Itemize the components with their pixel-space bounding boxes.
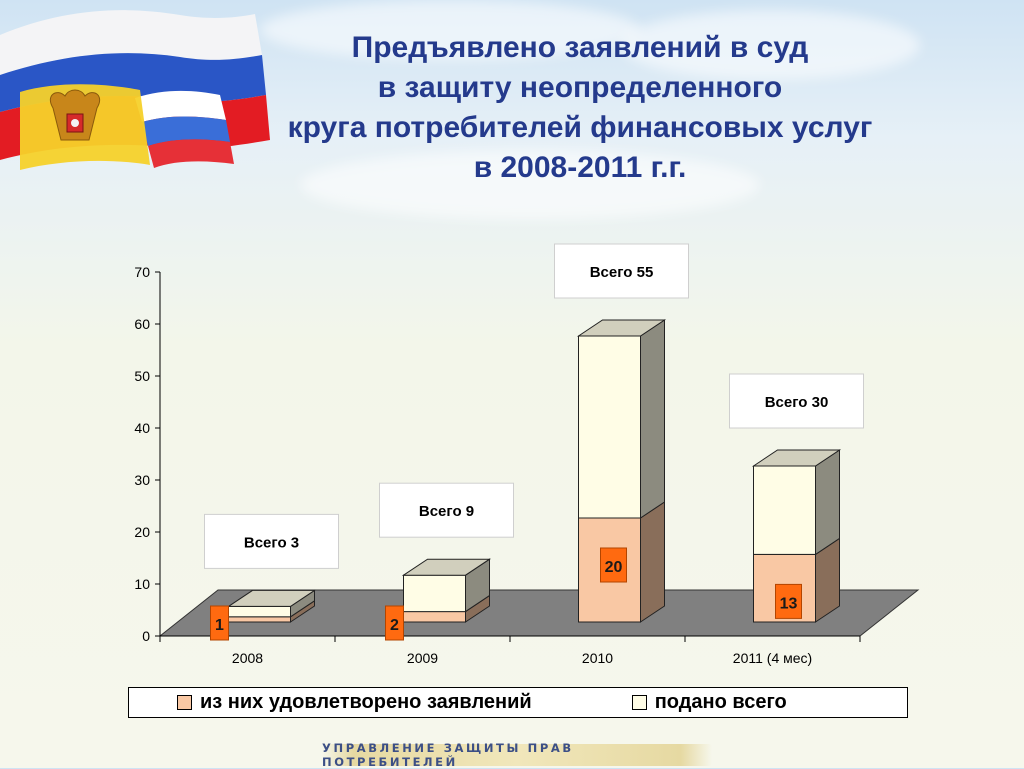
y-tick-label: 0 — [142, 628, 150, 644]
legend-item-satisfied: из них удовлетворено заявлений — [177, 691, 532, 714]
total-label-box — [204, 513, 339, 569]
bar-total — [228, 605, 291, 618]
stacked-3d-bar-chart: 0 10 20 30 40 50 60 70 2008 2009 2010 2011 (4 мес) 1… — [134, 243, 920, 666]
y-tick-label: 20 — [134, 524, 150, 540]
total-label-box — [729, 373, 864, 429]
total-label: Всего 30 — [765, 394, 829, 411]
y-tick-label: 30 — [134, 472, 150, 488]
bar-total — [753, 465, 816, 555]
total-label-box — [379, 482, 514, 538]
data-label: 20 — [605, 559, 623, 576]
bar-total — [578, 335, 641, 519]
bar-top — [226, 589, 317, 607]
bar-satisfied — [403, 611, 466, 623]
data-label: 2 — [390, 617, 399, 634]
x-tick-label: 2010 — [582, 650, 613, 666]
y-tick-label: 40 — [134, 420, 150, 436]
bar-satisfied-side — [640, 501, 665, 623]
page-title: Предъявлено заявлений в суд в защиту нео… — [260, 28, 900, 188]
total-label: Всего 55 — [590, 264, 654, 281]
data-label: 13 — [780, 595, 798, 612]
data-label-box — [600, 547, 627, 583]
cloud — [300, 150, 760, 220]
bar-total — [403, 574, 466, 613]
legend-label-satisfied: из них удовлетворено заявлений — [200, 691, 532, 713]
emblem-icon — [49, 89, 101, 141]
russian-flags-emblem — [0, 10, 270, 170]
title-line: круга потребителей финансовых услуг — [287, 111, 873, 144]
bar-total-side — [640, 319, 665, 519]
bar-satisfied — [228, 616, 291, 623]
bar-top — [576, 319, 667, 337]
legend-label-total: подано всего — [654, 691, 787, 713]
data-label-box — [385, 605, 404, 641]
title-line: в защиту неопределенного — [377, 71, 783, 104]
total-label-box — [554, 243, 689, 299]
x-tick-label: 2009 — [407, 650, 438, 666]
cloud — [260, 0, 640, 60]
total-label: Всего 9 — [419, 503, 474, 520]
title-line: Предъявлено заявлений в суд — [351, 31, 809, 64]
y-tick-label: 70 — [134, 264, 150, 280]
data-label-box — [210, 605, 229, 641]
footer-text: УПРАВЛЕНИЕ ЗАЩИТЫ ПРАВ ПОТРЕБИТЕЛЕЙ — [322, 741, 574, 769]
legend-swatch-satisfied — [177, 695, 192, 710]
y-tick-label: 10 — [134, 576, 150, 592]
cloud — [620, 10, 920, 80]
data-label-box — [775, 583, 802, 619]
total-label: Всего 3 — [244, 534, 299, 551]
y-tick-label: 60 — [134, 316, 150, 332]
bar-top — [751, 449, 842, 467]
title-line: в 2008-2011 г.г. — [473, 151, 687, 184]
data-label: 1 — [215, 617, 224, 634]
bar-top — [401, 558, 492, 576]
x-tick-label: 2011 (4 мес) — [733, 650, 812, 666]
chart-legend: из них удовлетворено заявлений подано вс… — [128, 687, 908, 718]
x-tick-label: 2008 — [232, 650, 263, 666]
legend-swatch-total — [631, 695, 647, 710]
bar-total-side — [815, 449, 840, 556]
legend-item-total: подано всего — [631, 691, 787, 714]
footer-banner: УПРАВЛЕНИЕ ЗАЩИТЫ ПРАВ ПОТРЕБИТЕЛЕЙ — [322, 741, 712, 769]
y-tick-label: 50 — [134, 368, 150, 384]
